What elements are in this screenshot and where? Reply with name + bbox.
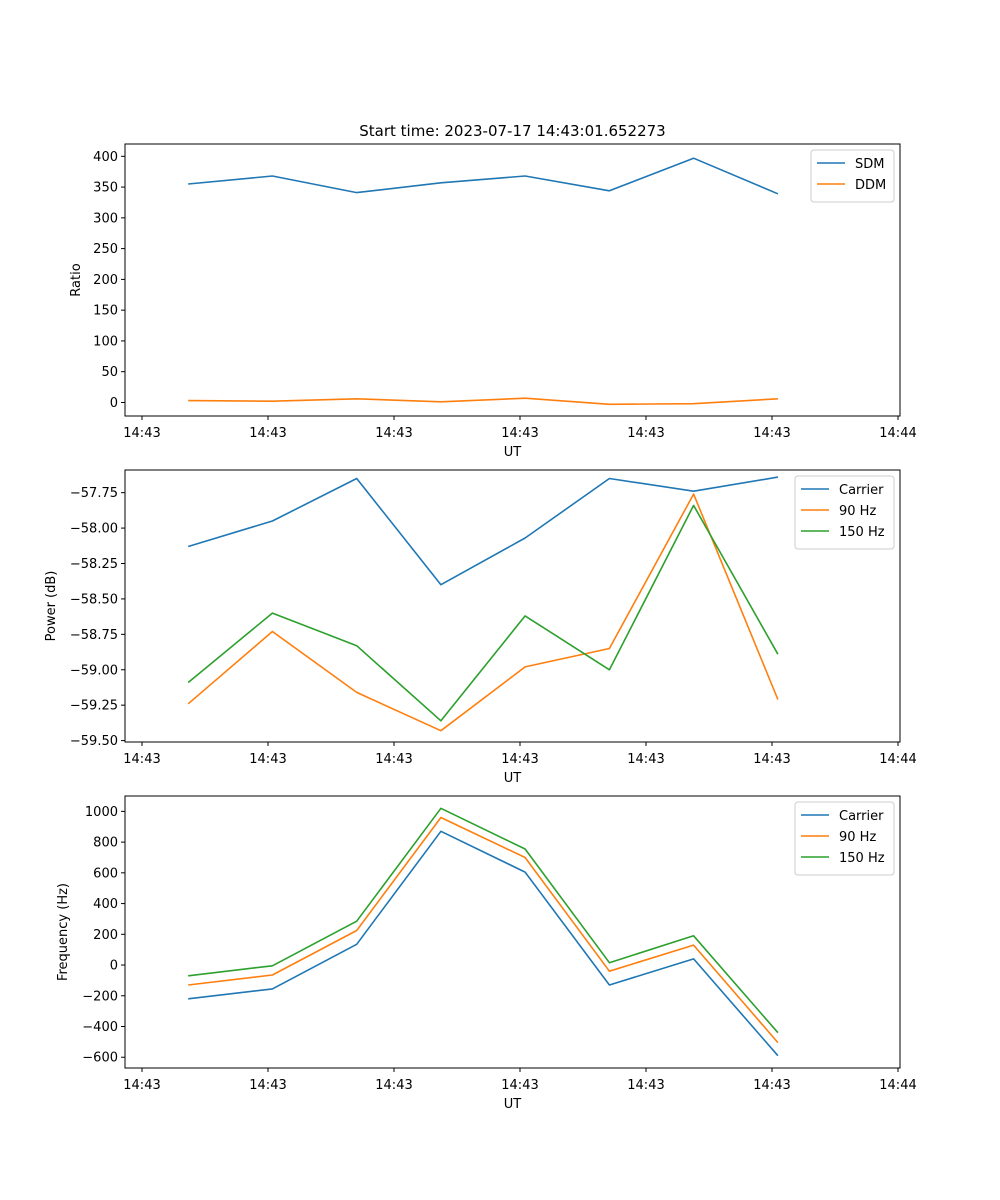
x-tick-label: 14:44 (879, 752, 916, 767)
y-tick-label: 300 (93, 211, 118, 226)
y-tick-label: 0 (110, 396, 118, 411)
x-tick-label: 14:43 (753, 426, 790, 441)
y-tick-label: 50 (101, 365, 118, 380)
axes-frame (124, 795, 901, 1069)
y-tick-label: 0 (110, 959, 118, 974)
legend: SDM DDM (810, 149, 895, 203)
y-tick-label: −58.75 (70, 628, 118, 643)
y-axis-label: Frequency (Hz) (56, 883, 71, 981)
legend-label: 150 Hz (839, 525, 885, 540)
axes-frame (124, 143, 901, 417)
y-tick-label: 350 (93, 181, 118, 196)
series-group (187, 476, 779, 732)
y-tick-label: 250 (93, 242, 118, 257)
x-tick-label: 14:44 (879, 1078, 916, 1093)
x-tick-label: 14:44 (879, 426, 916, 441)
legend: Carrier 90 Hz 150 Hz (794, 475, 895, 550)
y-tick-label: 150 (93, 304, 118, 319)
y-tick-label: 400 (93, 897, 118, 912)
x-tick-label: 14:43 (627, 426, 664, 441)
x-tick-label: 14:43 (753, 752, 790, 767)
x-tick-label: 14:43 (501, 426, 538, 441)
series-line-90-hz (188, 816, 779, 1044)
x-tick-label: 14:43 (627, 752, 664, 767)
series-line-90-hz (187, 493, 779, 732)
y-tick-label: −59.00 (70, 663, 118, 678)
y-tick-label: −59.25 (70, 699, 118, 714)
x-tick-label: 14:43 (375, 1078, 412, 1093)
legend-label: 90 Hz (839, 504, 876, 519)
legend-label: 150 Hz (839, 851, 885, 866)
y-tick-label: 400 (93, 150, 118, 165)
series-line-ddm (188, 397, 778, 406)
y-tick-label: 600 (93, 866, 118, 881)
y-tick-label: −59.50 (70, 734, 118, 749)
y-tick-label: −200 (82, 989, 118, 1004)
y-tick-label: 200 (93, 273, 118, 288)
series-group (188, 157, 779, 406)
x-tick-label: 14:43 (375, 426, 412, 441)
y-tick-label: −58.25 (70, 557, 118, 572)
legend-label: 90 Hz (839, 830, 876, 845)
y-tick-label: 100 (93, 334, 118, 349)
x-tick-label: 14:43 (753, 1078, 790, 1093)
series-line-sdm (188, 157, 779, 195)
legend: Carrier 90 Hz 150 Hz (794, 801, 895, 876)
x-tick-label: 14:43 (123, 752, 160, 767)
y-tick-label: 200 (93, 928, 118, 943)
series-group (188, 807, 779, 1057)
x-tick-label: 14:43 (375, 752, 412, 767)
chart-panel-3: −600 −400 −200 0 200 400 600 800 1000 14:43 14:43 1… (56, 795, 917, 1112)
x-axis-label: UT (504, 445, 522, 460)
series-line-150-hz (188, 807, 779, 1034)
x-tick-label: 14:43 (627, 1078, 664, 1093)
y-axis-label: Power (dB) (44, 571, 59, 642)
legend-label: Carrier (839, 483, 884, 498)
x-tick-label: 14:43 (249, 752, 286, 767)
chart-panel-2: −59.50 −59.25 −59.00 −58.75 −58.50 −58.25 −58.… (44, 469, 917, 786)
y-tick-label: −57.75 (70, 486, 118, 501)
series-line-carrier (187, 476, 779, 586)
series-line-150-hz (187, 504, 779, 722)
x-tick-label: 14:43 (123, 426, 160, 441)
x-tick-label: 14:43 (249, 426, 286, 441)
chart-panel-1: Start time: 2023-07-17 14:43:01.652273 0 5… (69, 122, 917, 460)
legend-label: DDM (855, 178, 886, 193)
legend-label: Carrier (839, 809, 884, 824)
y-tick-label: 1000 (85, 805, 118, 820)
x-axis-label: UT (504, 1097, 522, 1112)
x-tick-label: 14:43 (123, 1078, 160, 1093)
y-tick-label: −400 (82, 1020, 118, 1035)
chart-title: Start time: 2023-07-17 14:43:01.652273 (359, 122, 665, 140)
x-tick-label: 14:43 (249, 1078, 286, 1093)
y-axis-label: Ratio (69, 263, 84, 296)
legend-label: SDM (855, 157, 884, 172)
y-tick-label: 800 (93, 836, 118, 851)
x-axis-label: UT (504, 771, 522, 786)
x-tick-label: 14:43 (501, 1078, 538, 1093)
y-tick-label: −600 (82, 1051, 118, 1066)
x-tick-label: 14:43 (501, 752, 538, 767)
series-line-carrier (188, 830, 779, 1057)
y-tick-label: −58.00 (70, 522, 118, 537)
y-tick-label: −58.50 (70, 592, 118, 607)
axes-frame (124, 469, 901, 743)
